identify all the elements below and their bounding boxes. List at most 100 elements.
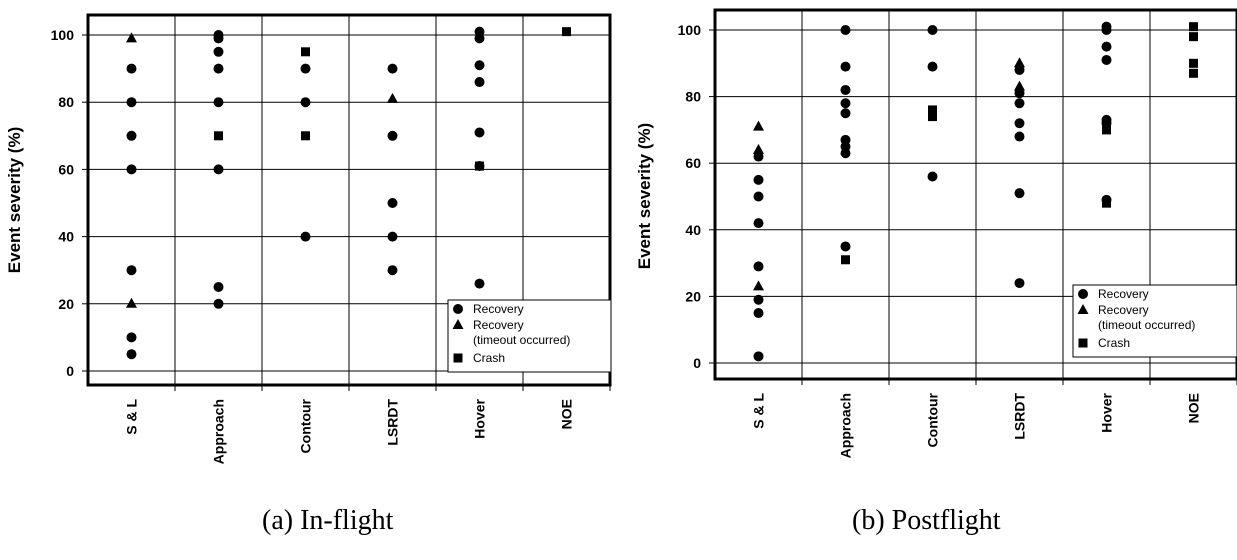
point-recovery: [126, 63, 137, 74]
x-tick-label: NOE: [559, 399, 575, 429]
point-recovery: [213, 97, 224, 108]
point-recovery: [753, 218, 764, 229]
x-tick-label: Approach: [211, 399, 227, 464]
x-tick-label: Contour: [925, 392, 941, 447]
point-recovery: [387, 198, 398, 208]
x-tick-label: Hover: [1099, 392, 1115, 432]
point-recovery-timeout: [126, 297, 137, 308]
point-recovery: [387, 231, 398, 242]
legend-label: Recovery: [473, 318, 524, 332]
point-recovery: [1014, 188, 1025, 199]
point-crash: [841, 255, 850, 265]
legend-label: Recovery: [1098, 303, 1149, 317]
point-recovery-timeout: [753, 120, 764, 131]
legend-box: [447, 299, 612, 373]
legend-label: Recovery: [473, 302, 524, 316]
x-tick-label: LSRDT: [1012, 393, 1028, 440]
point-crash: [301, 131, 310, 141]
y-tick-label: 80: [58, 94, 74, 110]
point-recovery: [840, 108, 851, 119]
legend-marker-crash: [453, 353, 463, 363]
y-tick-label: 0: [693, 355, 701, 371]
y-axis-label: Event severity (%): [5, 127, 24, 273]
point-recovery: [300, 97, 311, 108]
legend-label: Recovery: [1098, 287, 1149, 301]
legend-label: (timeout occurred): [1098, 318, 1195, 332]
point-recovery: [1101, 21, 1112, 32]
point-recovery-timeout: [753, 280, 764, 291]
legend-label: Crash: [1098, 336, 1130, 350]
x-tick-label: S & L: [751, 393, 767, 429]
x-tick-label: Contour: [298, 398, 314, 453]
point-recovery: [753, 351, 764, 362]
point-recovery-timeout: [387, 92, 398, 103]
y-tick-label: 0: [66, 363, 74, 379]
y-tick-label: 40: [58, 229, 74, 245]
legend-box: [1072, 284, 1237, 358]
point-crash: [928, 112, 937, 122]
y-tick-label: 40: [685, 222, 701, 238]
point-crash: [214, 131, 223, 141]
legend-marker-recovery: [453, 304, 463, 314]
point-recovery: [300, 231, 311, 242]
point-recovery: [753, 151, 764, 162]
legend-marker-recovery: [1078, 289, 1088, 299]
point-recovery: [126, 349, 137, 360]
point-recovery: [126, 130, 137, 141]
point-recovery: [753, 191, 764, 202]
point-recovery: [1101, 41, 1112, 52]
y-tick-label: 100: [678, 22, 702, 38]
point-recovery: [840, 61, 851, 72]
point-recovery: [753, 294, 764, 305]
legend-marker-recovery-timeout: [1077, 304, 1089, 314]
point-crash: [1102, 125, 1111, 135]
point-recovery: [1101, 54, 1112, 65]
point-recovery: [213, 63, 224, 74]
x-tick-label: NOE: [1186, 393, 1202, 423]
point-recovery-timeout: [753, 143, 764, 154]
y-tick-label: 80: [685, 89, 701, 105]
point-recovery: [126, 265, 137, 276]
point-recovery: [840, 98, 851, 109]
point-recovery: [1014, 88, 1025, 99]
point-recovery: [840, 84, 851, 95]
point-recovery: [840, 241, 851, 252]
point-recovery: [753, 174, 764, 185]
x-tick-label: LSRDT: [385, 399, 401, 446]
caption-in-flight: (a) In-flight: [262, 505, 394, 536]
point-recovery: [474, 60, 485, 71]
point-recovery: [1014, 98, 1025, 109]
point-crash: [1189, 58, 1198, 68]
legend-label: Crash: [473, 351, 505, 365]
point-recovery: [300, 63, 311, 74]
point-recovery: [1014, 131, 1025, 142]
point-recovery: [927, 25, 938, 35]
point-recovery: [474, 278, 485, 289]
point-recovery-timeout: [1014, 80, 1025, 91]
point-recovery: [1101, 114, 1112, 125]
point-recovery: [387, 265, 398, 276]
point-recovery: [927, 171, 938, 182]
point-recovery: [213, 282, 224, 292]
legend-marker-crash: [1078, 338, 1088, 348]
caption-postflight: (b) Postflight: [852, 505, 1001, 536]
panel-in-flight: 0 20 40 60 80 100 Event severity (%) S & L Appro…: [5, 13, 612, 464]
legend-marker-recovery-timeout: [452, 319, 464, 329]
point-recovery-timeout: [126, 32, 137, 43]
y-tick-label: 100: [51, 27, 75, 43]
point-crash: [301, 47, 310, 57]
point-recovery: [1014, 118, 1025, 129]
point-recovery: [126, 332, 137, 343]
point-recovery: [474, 26, 485, 37]
y-tick-label: 60: [58, 161, 74, 177]
point-recovery: [126, 164, 137, 175]
point-recovery: [126, 97, 137, 108]
point-crash: [928, 105, 937, 115]
y-tick-label: 20: [685, 288, 701, 304]
point-recovery: [474, 127, 485, 138]
x-tick-label: Approach: [838, 393, 854, 458]
legend-label: (timeout occurred): [473, 333, 570, 347]
point-recovery: [927, 61, 938, 72]
point-recovery: [753, 308, 764, 319]
point-recovery: [474, 77, 485, 88]
